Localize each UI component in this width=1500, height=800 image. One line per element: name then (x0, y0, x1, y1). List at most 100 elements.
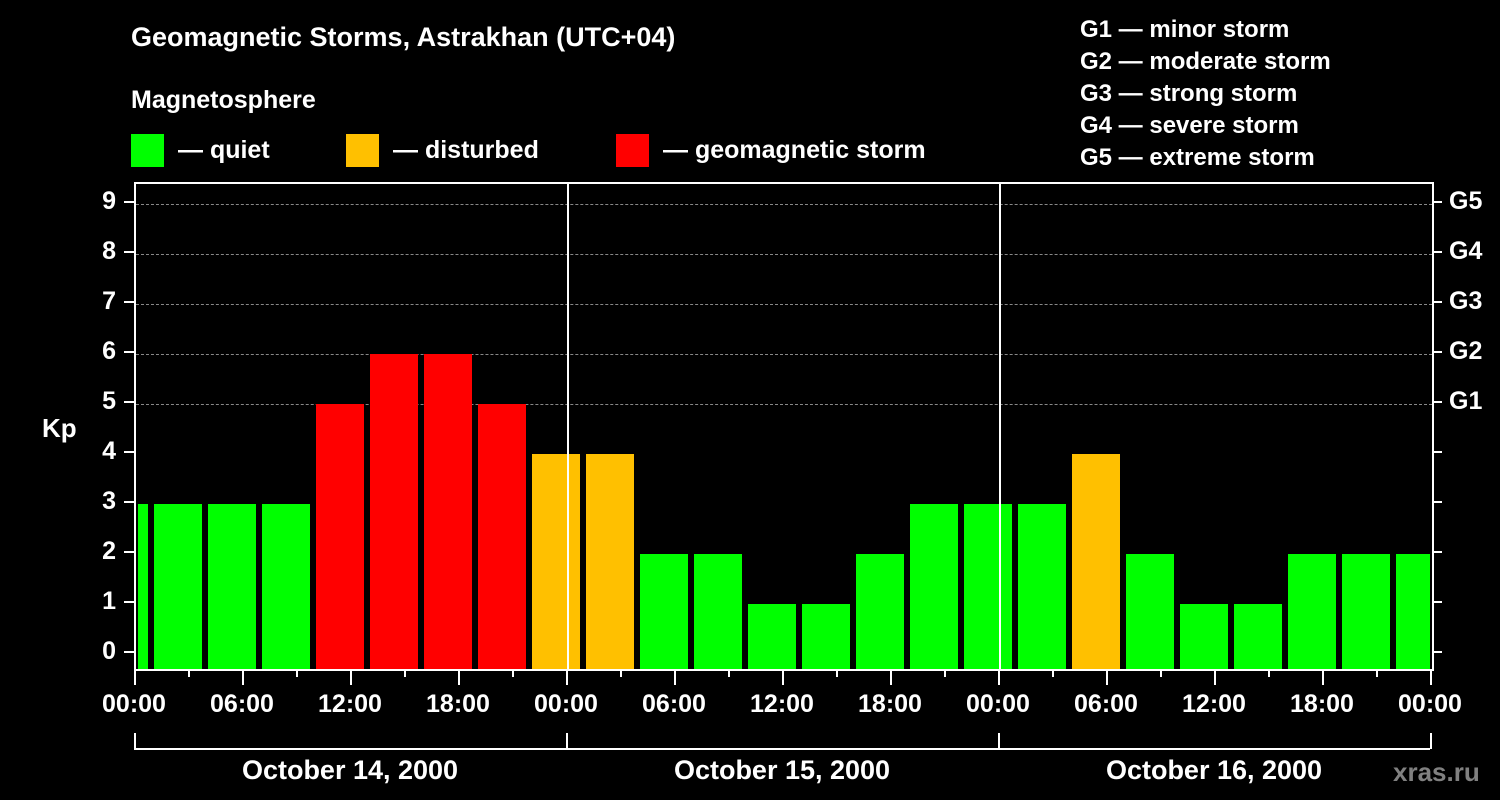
x-tick (512, 669, 514, 677)
storm-swatch-icon (616, 133, 649, 167)
gridline (136, 404, 1432, 405)
kp-bar (1180, 604, 1228, 669)
x-tick (1376, 669, 1378, 677)
x-tick (620, 669, 622, 677)
x-tick-label: 00:00 (534, 690, 598, 718)
right-tick (1432, 251, 1442, 253)
kp-bar (1288, 554, 1336, 669)
x-tick-label: 00:00 (1398, 690, 1462, 718)
kp-bar (748, 604, 796, 669)
x-tick-label: 12:00 (318, 690, 382, 718)
day-bracket-tick (1430, 733, 1432, 749)
right-tick (1432, 401, 1442, 403)
kp-bar (640, 554, 688, 669)
right-tick (1432, 651, 1442, 653)
y-axis-label: Kp (42, 413, 77, 443)
legend-label: — geomagnetic storm (663, 135, 926, 164)
kp-bar (1018, 504, 1066, 669)
x-tick (1430, 669, 1432, 685)
y-tick (124, 601, 134, 603)
x-tick (728, 669, 730, 677)
y-tick (124, 251, 134, 253)
g-tick-label: G5 (1449, 187, 1483, 215)
day-label: October 16, 2000 (1105, 755, 1323, 785)
x-tick (890, 669, 892, 685)
x-tick (1160, 669, 1162, 677)
legend-label: — disturbed (393, 135, 539, 164)
quiet-swatch-icon (131, 133, 164, 167)
y-tick (124, 201, 134, 203)
x-tick (1322, 669, 1324, 685)
x-tick (944, 669, 946, 677)
kp-bar (586, 454, 634, 669)
kp-bar (370, 354, 418, 669)
y-tick-label: 9 (102, 187, 116, 215)
x-tick-label: 06:00 (642, 690, 706, 718)
y-tick-label: 2 (102, 537, 116, 565)
y-tick-label: 4 (102, 437, 116, 465)
right-tick (1432, 551, 1442, 553)
kp-bar (262, 504, 310, 669)
kp-bar (1396, 554, 1430, 669)
right-tick (1432, 601, 1442, 603)
x-tick (1052, 669, 1054, 677)
g-scale-legend: G1 — minor storm G2 — moderate storm G3 … (1080, 14, 1331, 174)
g-legend-item: G1 — minor storm (1080, 16, 1290, 43)
y-tick (124, 501, 134, 503)
kp-bar (1342, 554, 1390, 669)
x-tick-label: 12:00 (1182, 690, 1246, 718)
x-tick (1106, 669, 1108, 685)
x-tick (566, 669, 568, 685)
right-tick (1432, 201, 1442, 203)
y-tick (124, 401, 134, 403)
legend-label: — quiet (178, 135, 270, 164)
y-tick (124, 551, 134, 553)
x-tick (836, 669, 838, 677)
kp-bar (316, 404, 364, 669)
y-tick-label: 6 (102, 337, 116, 365)
day-bracket-tick (998, 733, 1000, 749)
disturbed-swatch-icon (346, 133, 379, 167)
kp-bar (1072, 454, 1120, 669)
kp-bar (138, 504, 148, 669)
day-label: October 14, 2000 (241, 755, 459, 785)
x-tick-label: 06:00 (1074, 690, 1138, 718)
y-tick (124, 451, 134, 453)
day-bracket-line (134, 748, 1430, 750)
kp-bar (208, 504, 256, 669)
x-tick (404, 669, 406, 677)
g-legend-item: G4 — severe storm (1080, 112, 1299, 139)
x-tick (458, 669, 460, 685)
x-tick (1214, 669, 1216, 685)
x-tick-label: 06:00 (210, 690, 274, 718)
x-tick (998, 669, 1000, 685)
x-tick (296, 669, 298, 677)
y-tick-label: 3 (102, 487, 116, 515)
x-tick-label: 18:00 (858, 690, 922, 718)
right-tick (1432, 351, 1442, 353)
x-tick-label: 12:00 (750, 690, 814, 718)
day-bracket-tick (134, 733, 136, 749)
gridline (136, 354, 1432, 355)
y-tick-label: 5 (102, 387, 116, 415)
gridline (136, 204, 1432, 205)
g-tick-label: G2 (1449, 337, 1483, 365)
chart-subtitle: Magnetosphere (131, 86, 316, 114)
kp-bar (910, 504, 958, 669)
kp-bar (532, 454, 580, 669)
day-bracket-tick (566, 733, 568, 749)
kp-bar (802, 604, 850, 669)
right-tick (1432, 301, 1442, 303)
day-label: October 15, 2000 (673, 755, 891, 785)
x-tick-label: 18:00 (1290, 690, 1354, 718)
day-separator (567, 184, 569, 669)
g-legend-item: G5 — extreme storm (1080, 144, 1315, 171)
kp-bar (856, 554, 904, 669)
y-tick (124, 301, 134, 303)
kp-bar (694, 554, 742, 669)
gridline (136, 254, 1432, 255)
y-tick-label: 1 (102, 587, 116, 615)
kp-bar (154, 504, 202, 669)
kp-bar (1234, 604, 1282, 669)
x-tick-label: 00:00 (102, 690, 166, 718)
